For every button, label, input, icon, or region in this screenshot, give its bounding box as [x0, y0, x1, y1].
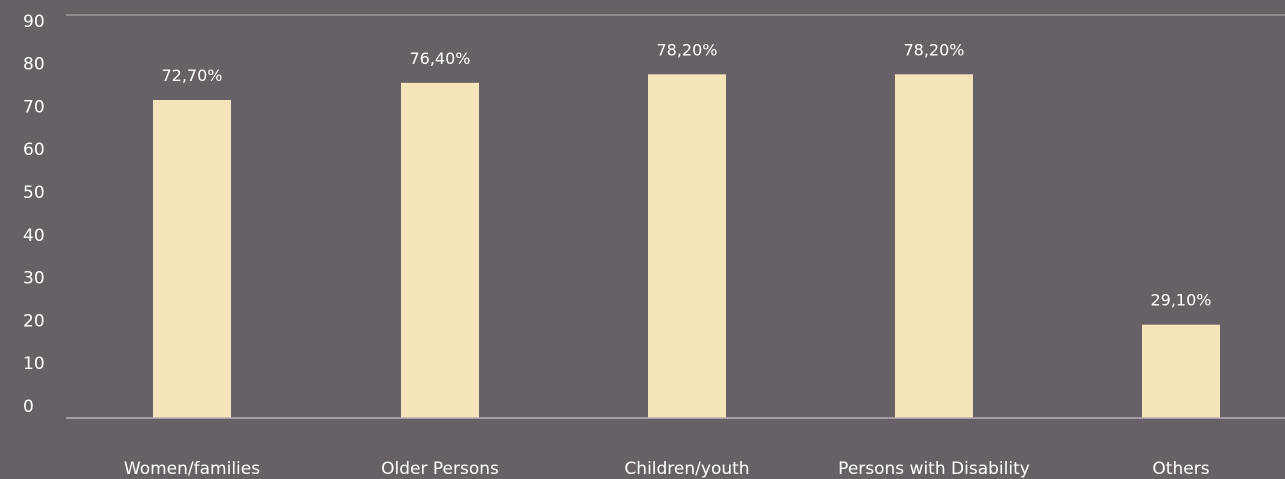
data-label: 78,20% — [656, 40, 717, 59]
bar — [648, 74, 726, 419]
y-tick-label: 10 — [23, 354, 45, 374]
y-tick-label: 70 — [23, 97, 45, 117]
bar — [401, 82, 479, 419]
y-tick-label: 0 — [23, 397, 34, 417]
category-label: Women/families — [124, 459, 260, 479]
y-tick-label: 60 — [23, 140, 45, 160]
y-tick-label: 20 — [23, 311, 45, 331]
y-tick-label: 30 — [23, 269, 45, 289]
data-labels: 72,70% 76,40% 78,20% 78,20% 29,10% — [161, 40, 1211, 309]
data-label: 78,20% — [903, 40, 964, 59]
y-tick-label: 50 — [23, 183, 45, 203]
category-label: Children/youth — [624, 459, 749, 479]
category-label: Persons with Disability — [838, 459, 1030, 479]
bar — [1142, 324, 1220, 418]
category-label: Others — [1152, 459, 1209, 479]
category-labels: Women/families Older Persons Children/yout… — [124, 459, 1210, 479]
bar — [153, 99, 231, 418]
y-tick-label: 40 — [23, 226, 45, 246]
bar — [895, 74, 973, 419]
y-tick-label: 90 — [23, 12, 45, 32]
data-label: 29,10% — [1150, 291, 1211, 310]
data-label: 72,70% — [161, 66, 222, 85]
bars — [153, 74, 1220, 419]
y-tick-label: 80 — [23, 55, 45, 75]
y-axis-ticks: 0 10 20 30 40 50 60 70 80 90 — [23, 12, 45, 417]
data-label: 76,40% — [409, 49, 470, 68]
category-label: Older Persons — [381, 459, 499, 479]
